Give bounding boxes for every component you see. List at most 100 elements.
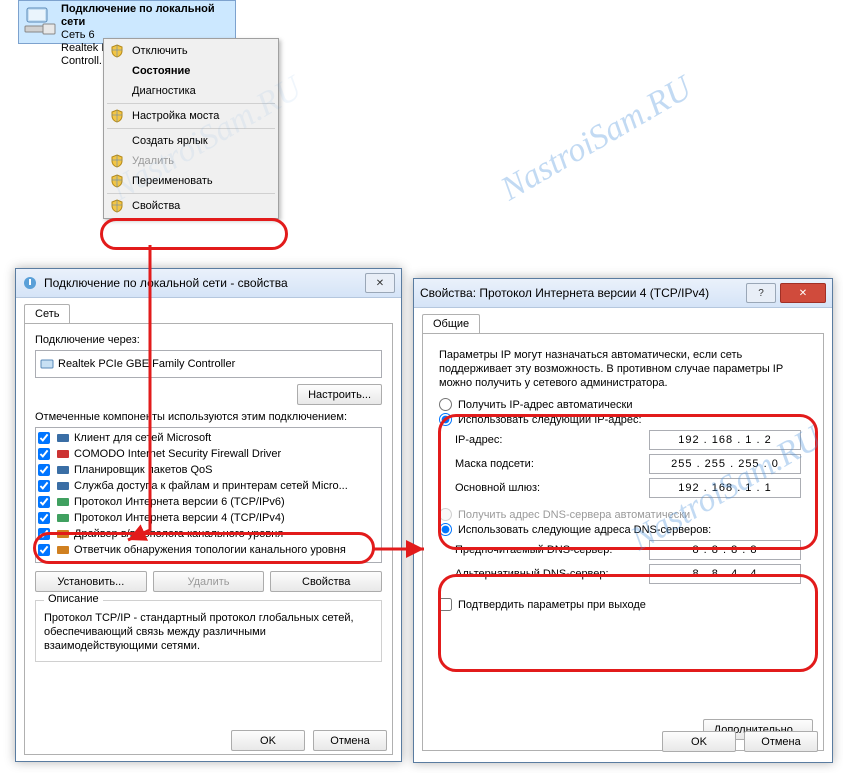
component-icon	[56, 543, 70, 557]
context-menu-item[interactable]: Настройка моста	[106, 106, 276, 126]
component-list-item[interactable]: Служба доступа к файлам и принтерам сете…	[38, 478, 379, 494]
network-adapter-icon	[23, 3, 57, 39]
connect-via-label: Подключение через:	[35, 334, 382, 346]
dns2-label: Альтернативный DNS-сервер:	[455, 568, 609, 580]
menu-item-label: Свойства	[132, 200, 180, 212]
menu-separator	[107, 193, 275, 194]
component-checkbox[interactable]	[38, 448, 50, 460]
adapter-name: Realtek PCIe GBE Family Controller	[58, 358, 235, 370]
dialog-title: Подключение по локальной сети - свойства	[44, 276, 288, 290]
configure-button[interactable]: Настроить...	[297, 384, 382, 405]
component-list-item[interactable]: Планировщик пакетов QoS	[38, 462, 379, 478]
component-icon	[56, 479, 70, 493]
ip-address-input[interactable]: 192 . 168 . 1 . 2	[649, 430, 801, 450]
menu-separator	[107, 103, 275, 104]
component-icon	[56, 495, 70, 509]
menu-item-label: Создать ярлык	[132, 135, 208, 147]
component-list-item[interactable]: Протокол Интернета версии 4 (TCP/IPv4)	[38, 510, 379, 526]
component-list-item[interactable]: Клиент для сетей Microsoft	[38, 430, 379, 446]
components-listbox[interactable]: Клиент для сетей Microsoft COMODO Interne…	[35, 427, 382, 563]
dns1-label: Предпочитаемый DNS-сервер:	[455, 544, 612, 556]
tab-network[interactable]: Сеть	[24, 304, 70, 323]
close-button[interactable]: ✕	[780, 283, 826, 303]
component-checkbox[interactable]	[38, 544, 50, 556]
close-button[interactable]: ✕	[365, 273, 395, 293]
component-checkbox[interactable]	[38, 512, 50, 524]
description-text: Протокол TCP/IP - стандартный протокол г…	[44, 611, 373, 653]
context-menu-item[interactable]: Создать ярлык	[106, 131, 276, 151]
component-icon	[56, 511, 70, 525]
context-menu-item[interactable]: Диагностика	[106, 81, 276, 101]
highlight-properties-menu	[100, 218, 288, 250]
component-checkbox[interactable]	[38, 528, 50, 540]
radio-use-ip-input[interactable]	[439, 413, 452, 426]
component-label: COMODO Internet Security Firewall Driver	[74, 448, 281, 460]
component-checkbox[interactable]	[38, 480, 50, 492]
adapter-field: Realtek PCIe GBE Family Controller	[35, 350, 382, 378]
menu-item-label: Отключить	[132, 45, 188, 57]
component-list-item[interactable]: COMODO Internet Security Firewall Driver	[38, 446, 379, 462]
component-label: Ответчик обнаружения топологии канальног…	[74, 544, 346, 556]
network-item-text: Подключение по локальной сети Сеть 6 Rea…	[61, 3, 231, 41]
ok-button[interactable]: OK	[231, 730, 305, 751]
gateway-input[interactable]: 192 . 168 . 1 . 1	[649, 478, 801, 498]
connection-properties-dialog: Подключение по локальной сети - свойства…	[15, 268, 402, 762]
context-menu-item[interactable]: Свойства	[106, 196, 276, 216]
component-list-item[interactable]: Ответчик обнаружения топологии канальног…	[38, 542, 379, 558]
radio-auto-ip-input[interactable]	[439, 398, 452, 411]
menu-separator	[107, 128, 275, 129]
cancel-button[interactable]: Отмена	[313, 730, 387, 751]
component-checkbox[interactable]	[38, 496, 50, 508]
context-menu-item[interactable]: Отключить	[106, 41, 276, 61]
context-menu-item[interactable]: Состояние	[106, 61, 276, 81]
ip-address-label: IP-адрес:	[455, 434, 502, 446]
radio-auto-ip[interactable]: Получить IP-адрес автоматически	[439, 398, 807, 411]
dns1-input[interactable]: 8 . 8 . 8 . 8	[649, 540, 801, 560]
radio-use-dns[interactable]: Использовать следующие адреса DNS-сервер…	[439, 523, 807, 536]
confirm-on-exit-checkbox[interactable]	[439, 598, 452, 611]
context-menu-item: Удалить	[106, 151, 276, 171]
component-checkbox[interactable]	[38, 432, 50, 444]
confirm-on-exit-label: Подтвердить параметры при выходе	[458, 599, 646, 611]
menu-item-label: Удалить	[132, 155, 174, 167]
component-icon	[56, 431, 70, 445]
ok-button[interactable]: OK	[662, 731, 736, 752]
cancel-button[interactable]: Отмена	[744, 731, 818, 752]
watermark: NastroiSam.RU	[495, 69, 699, 208]
menu-item-label: Настройка моста	[132, 110, 219, 122]
gateway-label: Основной шлюз:	[455, 482, 540, 494]
install-button[interactable]: Установить...	[35, 571, 147, 592]
dialog-icon	[22, 275, 38, 291]
menu-item-label: Переименовать	[132, 175, 213, 187]
help-button[interactable]: ?	[746, 283, 776, 303]
description-groupbox: Описание Протокол TCP/IP - стандартный п…	[35, 600, 382, 662]
components-label: Отмеченные компоненты используются этим …	[35, 411, 382, 423]
menu-item-label: Состояние	[132, 65, 190, 77]
component-icon	[56, 527, 70, 541]
component-properties-button[interactable]: Свойства	[270, 571, 382, 592]
radio-auto-dns-input	[439, 508, 452, 521]
component-label: Драйвер в/в тополога канального уровня	[74, 528, 283, 540]
tcpip-properties-dialog: Свойства: Протокол Интернета версии 4 (T…	[413, 278, 833, 763]
radio-use-dns-input[interactable]	[439, 523, 452, 536]
adapter-icon	[40, 357, 54, 371]
component-label: Протокол Интернета версии 6 (TCP/IPv6)	[74, 496, 285, 508]
radio-auto-dns: Получить адрес DNS-сервера автоматически	[439, 508, 807, 521]
radio-use-ip[interactable]: Использовать следующий IP-адрес:	[439, 413, 807, 426]
component-list-item[interactable]: Протокол Интернета версии 6 (TCP/IPv6)	[38, 494, 379, 510]
dns2-input[interactable]: 8 . 8 . 4 . 4	[649, 564, 801, 584]
component-checkbox[interactable]	[38, 464, 50, 476]
component-list-item[interactable]: Драйвер в/в тополога канального уровня	[38, 526, 379, 542]
component-icon	[56, 463, 70, 477]
component-label: Клиент для сетей Microsoft	[74, 432, 211, 444]
titlebar: Свойства: Протокол Интернета версии 4 (T…	[414, 279, 832, 308]
subnet-mask-input[interactable]: 255 . 255 . 255 . 0	[649, 454, 801, 474]
radio-use-dns-label: Использовать следующие адреса DNS-сервер…	[458, 524, 711, 536]
component-label: Служба доступа к файлам и принтерам сете…	[74, 480, 348, 492]
context-menu-item[interactable]: Переименовать	[106, 171, 276, 191]
tcpip-help-text: Параметры IP могут назначаться автоматич…	[439, 348, 807, 390]
tab-general[interactable]: Общие	[422, 314, 480, 333]
network-item-title: Подключение по локальной сети	[61, 3, 231, 29]
component-label: Планировщик пакетов QoS	[74, 464, 213, 476]
remove-button[interactable]: Удалить	[153, 571, 265, 592]
